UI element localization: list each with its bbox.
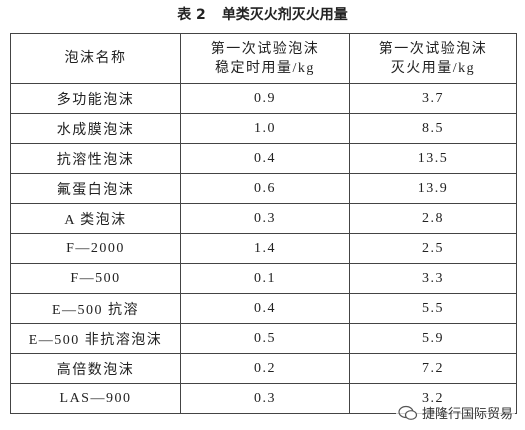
header-line: 第一次试验泡沫 <box>210 41 320 57</box>
amount-cell: 0.9 <box>180 83 350 114</box>
amount-cell: 2.5 <box>349 233 517 264</box>
amount-cell: 7.2 <box>349 353 517 384</box>
amount-cell: 13.9 <box>349 173 517 204</box>
wechat-icon <box>398 405 418 420</box>
table-row: E—500 抗溶 0.4 5.5 <box>10 293 517 324</box>
foam-name: 水成膜泡沫 <box>10 113 181 144</box>
foam-name: A 类泡沫 <box>10 203 181 234</box>
amount-cell: 1.0 <box>180 113 350 144</box>
table-row: 水成膜泡沫 1.0 8.5 <box>10 113 517 144</box>
table-row: 抗溶性泡沫 0.4 13.5 <box>10 143 517 174</box>
table-row: 氟蛋白泡沫 0.6 13.9 <box>10 173 517 204</box>
foam-name: E—500 非抗溶泡沫 <box>10 323 181 354</box>
foam-name: 高倍数泡沫 <box>10 353 181 384</box>
foam-name: F—500 <box>10 263 181 294</box>
amount-cell: 0.3 <box>180 203 350 234</box>
table-row: 多功能泡沫 0.9 3.7 <box>10 83 517 114</box>
amount-cell: 0.4 <box>180 143 350 174</box>
table-row: F—2000 1.4 2.5 <box>10 233 517 264</box>
header-line: 稳定时用量/kg <box>215 60 315 76</box>
header-line: 灭火用量/kg <box>390 60 476 76</box>
table-body: 多功能泡沫 0.9 3.7 水成膜泡沫 1.0 8.5 抗溶性泡沫 0.4 13.5 氟蛋白泡沫 0… <box>10 83 517 414</box>
foam-name: 氟蛋白泡沫 <box>10 173 181 204</box>
amount-cell: 8.5 <box>349 113 517 144</box>
amount-cell: 1.4 <box>180 233 350 264</box>
table-row: F—500 0.1 3.3 <box>10 263 517 294</box>
amount-cell: 2.8 <box>349 203 517 234</box>
foam-name: E—500 抗溶 <box>10 293 181 324</box>
amount-cell: 13.5 <box>349 143 517 174</box>
amount-cell: 0.4 <box>180 293 350 324</box>
header-cell: 第一次试验泡沫 稳定时用量/kg <box>180 33 350 84</box>
header-cell: 第一次试验泡沫 灭火用量/kg <box>349 33 517 84</box>
foam-name: 多功能泡沫 <box>10 83 181 114</box>
amount-cell: 3.3 <box>349 263 517 294</box>
table-caption: 单类灭火剂灭火用量 <box>221 7 348 23</box>
table-number: 表 2 <box>177 7 206 23</box>
foam-name: F—2000 <box>10 233 181 264</box>
table-row: 高倍数泡沫 0.2 7.2 <box>10 353 517 384</box>
table-row: E—500 非抗溶泡沫 0.5 5.9 <box>10 323 517 354</box>
foam-name: 抗溶性泡沫 <box>10 143 181 174</box>
amount-cell: 3.7 <box>349 83 517 114</box>
amount-cell: 0.2 <box>180 353 350 384</box>
foam-name: LAS—900 <box>10 383 181 414</box>
table-row: A 类泡沫 0.3 2.8 <box>10 203 517 234</box>
header-cell: 泡沫名称 <box>10 33 181 84</box>
amount-cell: 0.5 <box>180 323 350 354</box>
amount-cell: 5.9 <box>349 323 517 354</box>
watermark: 捷隆行国际贸易 <box>395 403 515 422</box>
watermark-text: 捷隆行国际贸易 <box>421 407 513 422</box>
amount-cell: 5.5 <box>349 293 517 324</box>
header-row: 泡沫名称 第一次试验泡沫 稳定时用量/kg 第一次试验泡沫 灭火用量/kg <box>10 33 517 84</box>
header-line: 第一次试验泡沫 <box>378 41 488 57</box>
amount-cell: 0.6 <box>180 173 350 204</box>
amount-cell: 0.3 <box>180 383 350 414</box>
amount-cell: 0.1 <box>180 263 350 294</box>
table-title: 表 2 单类灭火剂灭火用量 <box>0 4 525 24</box>
data-table: 泡沫名称 第一次试验泡沫 稳定时用量/kg 第一次试验泡沫 灭火用量/kg 多功能泡沫 0… <box>10 33 517 414</box>
table-row: LAS—900 0.3 3.2 <box>10 383 517 414</box>
